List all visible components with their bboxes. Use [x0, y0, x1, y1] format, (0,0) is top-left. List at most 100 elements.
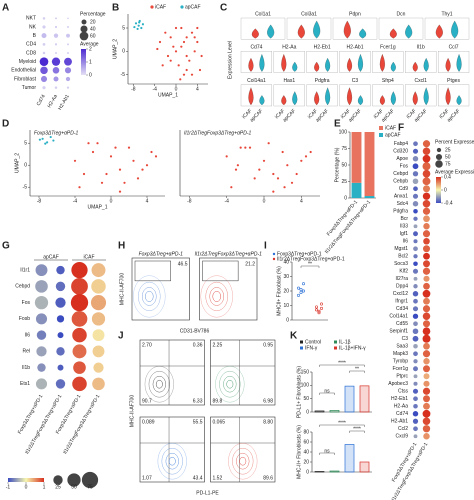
bar: [329, 410, 340, 413]
bar-segment: [351, 132, 362, 183]
violin: [456, 54, 462, 72]
dot: [422, 162, 431, 171]
dot: [42, 51, 46, 55]
size-tick-label: 60: [90, 33, 96, 39]
y-axis-label: Expression Level: [227, 41, 233, 79]
violin: [292, 91, 298, 106]
dot: [54, 86, 58, 89]
sig-label: ****: [353, 426, 361, 432]
panel-label: G: [2, 241, 10, 252]
violin: [445, 87, 451, 106]
row-label: Myeloid: [19, 59, 36, 65]
dot: [422, 230, 431, 238]
violin-frame: [424, 17, 470, 40]
dot: [413, 208, 418, 214]
point: [172, 45, 175, 48]
contour: [212, 290, 221, 302]
y-tick-label: 75: [341, 146, 347, 152]
legend-title: Average: [80, 41, 99, 47]
sig-bracket: [319, 424, 365, 427]
row-label: C3: [402, 336, 409, 342]
row-label: Cd9: [399, 186, 408, 192]
violin-frame: [378, 17, 424, 40]
dot: [67, 52, 69, 54]
dot: [423, 342, 430, 350]
y-tick-label: 150: [301, 369, 310, 375]
violin: [435, 24, 443, 39]
dot: [423, 380, 430, 387]
dot: [413, 366, 418, 372]
point: [182, 73, 186, 76]
point: [299, 290, 303, 294]
contour: [142, 287, 157, 306]
row-label: Cebpd: [393, 171, 408, 177]
column-label: Cd74: [36, 93, 47, 107]
row-label: Serpinf1: [389, 329, 408, 335]
quadrant-value: 2.25: [213, 342, 223, 348]
contour: [232, 447, 254, 475]
color-tick-label: 0: [444, 187, 447, 193]
point: [105, 172, 108, 176]
legend-label: iCAF: [385, 125, 396, 131]
dot: [72, 376, 87, 392]
point: [118, 190, 122, 193]
point: [225, 155, 228, 158]
violin: [451, 20, 459, 39]
subplot-title: Foxp3ΔTreg+αPD-1: [34, 130, 79, 136]
point: [141, 168, 144, 171]
size-key: [435, 153, 443, 161]
sig-bracket: [349, 430, 365, 433]
violin: [251, 28, 259, 39]
dot: [422, 177, 431, 186]
y-tick-label: 20: [303, 459, 309, 465]
point: [193, 36, 196, 39]
contour: [152, 375, 167, 393]
violin-frame: [240, 51, 273, 73]
size-tick-label: 40: [90, 26, 96, 32]
quadrant-value: 0.36: [193, 342, 203, 348]
gene-label: H2-Eb1: [314, 45, 331, 51]
row-label: Fos: [400, 164, 409, 170]
row-label: Fosb: [19, 316, 30, 322]
dot: [412, 328, 419, 335]
panel-label: C: [220, 3, 227, 14]
dot: [422, 387, 431, 395]
point: [136, 27, 139, 31]
point: [114, 146, 117, 149]
quadrant-value: 0.065: [213, 419, 226, 425]
point: [190, 31, 194, 34]
legend-label: iCAF: [155, 4, 166, 10]
violin: [423, 87, 429, 106]
x-axis-label: UMAP_1: [87, 204, 107, 210]
dot: [423, 395, 430, 403]
point: [78, 186, 81, 189]
color-tick-label: -0.4: [444, 200, 453, 206]
violin-frame: [273, 84, 305, 107]
violin: [259, 95, 265, 106]
gene-label: Col1a1: [255, 11, 271, 17]
y-tick-label: 0: [306, 409, 309, 415]
point: [290, 181, 294, 184]
y-tick-label: 0: [24, 163, 27, 169]
dot: [35, 264, 48, 277]
row-label: Cebpd: [15, 284, 30, 290]
legend-swatch: [379, 133, 383, 137]
row-label: Cxcl12: [393, 291, 409, 297]
size-tick-label: 20: [90, 19, 96, 25]
dot: [422, 207, 431, 215]
dot: [55, 379, 66, 389]
dot: [423, 365, 430, 373]
y-tick-label: 0: [122, 49, 125, 55]
point: [161, 64, 164, 67]
legend-label: apCAF: [185, 4, 201, 10]
violin-frame: [273, 51, 305, 73]
point: [180, 26, 183, 30]
dot: [423, 275, 430, 282]
contour: [168, 456, 176, 466]
y-axis-label: UMAP_2: [112, 39, 118, 59]
sig-label: ns: [324, 388, 330, 394]
point: [174, 50, 178, 53]
y-tick-label: 10: [283, 303, 289, 309]
panel-label: I: [264, 241, 267, 252]
